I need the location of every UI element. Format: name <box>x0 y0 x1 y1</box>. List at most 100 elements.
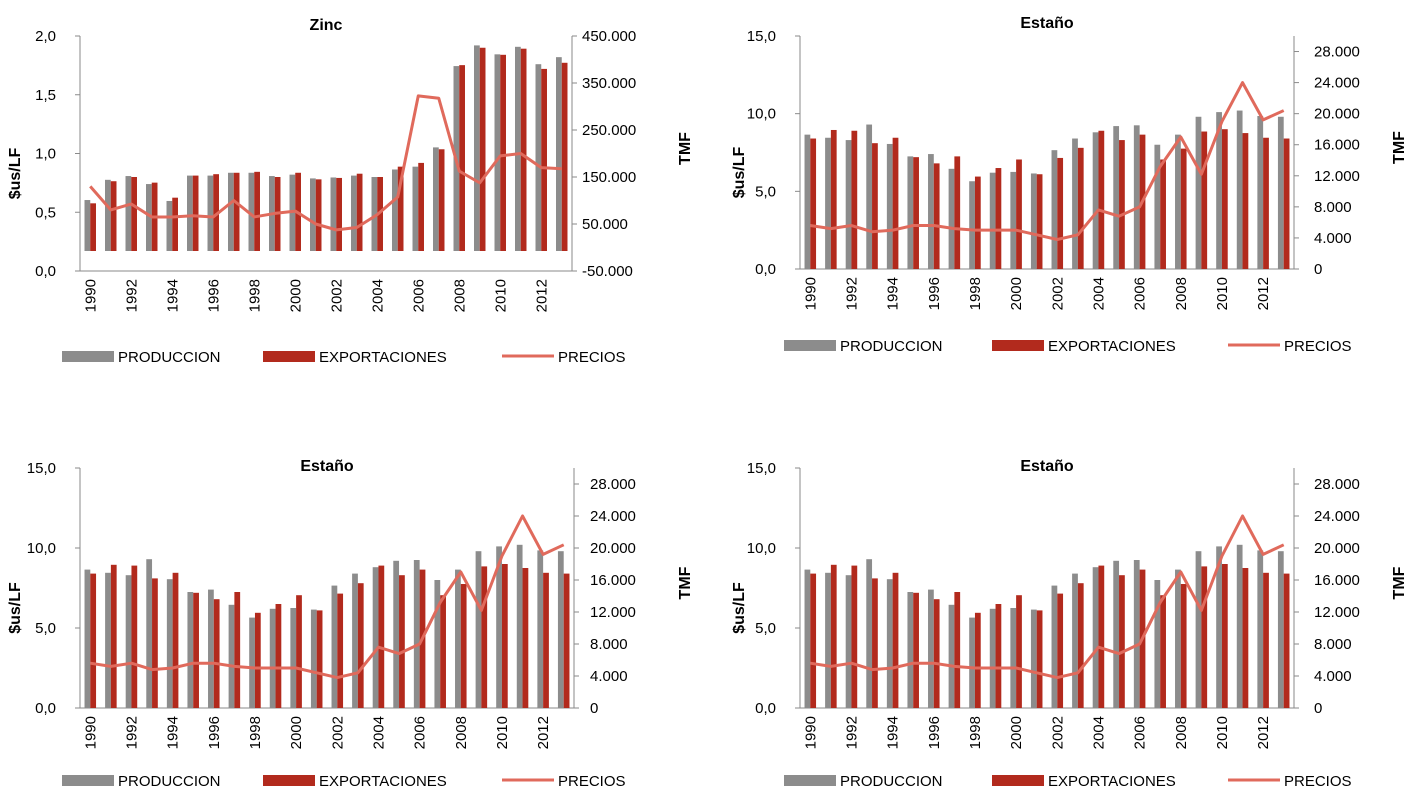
y-tick-label: 10,0 <box>27 540 56 557</box>
bar-exportaciones <box>830 129 837 269</box>
y-tick-label: 15,0 <box>747 460 776 477</box>
bar-exportaciones <box>522 568 529 708</box>
chart-title: Estaño <box>1020 15 1074 32</box>
bar-produccion <box>1195 116 1202 269</box>
y2-tick-label: 8.000 <box>590 636 628 653</box>
bar-exportaciones <box>520 48 527 251</box>
x-tick-label: 1992 <box>843 277 860 310</box>
bar-produccion <box>515 46 521 252</box>
bar-produccion <box>187 592 194 708</box>
bar-exportaciones <box>90 573 97 708</box>
bar-produccion <box>845 575 852 708</box>
y2-tick-label: 12.000 <box>590 604 636 621</box>
bar-produccion <box>393 560 400 708</box>
x-tick-label: 1992 <box>123 716 140 749</box>
x-tick-label: 2004 <box>1090 716 1107 749</box>
legend-swatch <box>784 340 836 351</box>
x-tick-label: 2002 <box>328 279 345 312</box>
chart-title: Estaño <box>1020 458 1074 475</box>
bar-produccion <box>1175 569 1181 708</box>
line-precios <box>89 94 562 232</box>
bar-exportaciones <box>1119 140 1125 269</box>
bar-exportaciones <box>1098 130 1105 269</box>
bar-produccion <box>105 572 111 708</box>
bar-exportaciones <box>830 564 837 708</box>
bar-produccion <box>557 551 564 708</box>
bar-exportaciones <box>1180 584 1187 708</box>
bar-produccion <box>886 143 893 269</box>
legend-swatch <box>62 351 114 362</box>
x-tick-label: 1998 <box>246 279 263 312</box>
bar-exportaciones <box>193 592 199 708</box>
bar-produccion <box>969 617 975 708</box>
y2-tick-label: 150.000 <box>582 169 636 186</box>
bar-exportaciones <box>974 612 981 708</box>
bar-exportaciones <box>810 138 817 269</box>
bar-produccion <box>1030 609 1037 708</box>
bar-exportaciones <box>1201 566 1208 708</box>
bar-exportaciones <box>254 171 260 251</box>
bar-exportaciones <box>357 583 364 708</box>
legend-label: PRECIOS <box>558 349 626 366</box>
y-axis-title: $us/LF <box>731 582 748 634</box>
bar-exportaciones <box>459 65 465 251</box>
x-tick-label: 1990 <box>802 277 819 310</box>
bar-produccion <box>146 184 152 251</box>
legend-label: PRECIOS <box>558 773 626 790</box>
legend-label: EXPORTACIONES <box>1048 338 1176 355</box>
bar-exportaciones <box>1221 564 1228 708</box>
bar-produccion <box>392 169 398 251</box>
y2-tick-label: 24.000 <box>590 508 636 525</box>
bar-exportaciones <box>234 592 241 708</box>
bar-exportaciones <box>954 156 961 269</box>
y2-tick-label: 4.000 <box>1314 668 1352 685</box>
bar-exportaciones <box>110 181 117 251</box>
bar-produccion <box>290 608 297 708</box>
bar-exportaciones <box>316 610 323 708</box>
y2-tick-label: 50.000 <box>582 216 628 233</box>
bar-exportaciones <box>563 573 570 708</box>
bar-produccion <box>372 567 379 708</box>
bar-produccion <box>474 45 480 252</box>
bar-produccion <box>866 124 873 269</box>
chart-svg: 0,0 0,5 1,0 1,5 2,0 -50.000 50.000 150.000 250.0… <box>7 17 694 366</box>
y2-axis-title: TMF <box>1391 131 1408 164</box>
bar-produccion <box>187 175 193 251</box>
x-tick-label: 2004 <box>1090 277 1107 310</box>
chart-svg: 0,0 5,0 10,0 15,0 0 4.000 8.000 12.000 16.000 20.… <box>7 458 694 790</box>
y-tick-label: 10,0 <box>747 106 776 123</box>
x-tick-label: 1994 <box>165 716 182 749</box>
bar-produccion <box>1113 126 1120 270</box>
bar-exportaciones <box>810 573 817 708</box>
bar-exportaciones <box>110 564 117 708</box>
bar-exportaciones <box>541 68 547 252</box>
y2-axis-title: TMF <box>677 132 694 165</box>
bar-exportaciones <box>399 575 405 708</box>
bar-produccion <box>310 609 317 708</box>
y-axis-title: $us/LF <box>7 147 24 199</box>
y-tick-label: 15,0 <box>747 28 776 45</box>
bar-produccion <box>989 608 996 708</box>
bar-produccion <box>413 560 420 708</box>
y2-tick-label: 12.000 <box>1314 604 1360 621</box>
bar-produccion <box>537 550 544 708</box>
legend-label: PRODUCCION <box>840 773 943 790</box>
x-tick-label: 1996 <box>926 277 943 310</box>
bar-exportaciones <box>1283 573 1290 708</box>
line-precios <box>810 81 1285 241</box>
bar-produccion <box>412 166 419 251</box>
y-axis-title: $us/LF <box>731 146 748 198</box>
bar-produccion <box>166 200 173 251</box>
bar-produccion <box>804 569 811 708</box>
y-tick-label: 1,5 <box>35 87 56 104</box>
bar-produccion <box>1010 171 1017 269</box>
y2-tick-label: 4.000 <box>1314 230 1352 247</box>
bar-exportaciones <box>1119 575 1125 708</box>
bar-exportaciones <box>995 168 1002 269</box>
y2-tick-label: 16.000 <box>590 572 636 589</box>
bar-exportaciones <box>131 565 138 708</box>
y2-tick-label: 28.000 <box>1314 476 1360 493</box>
bar-produccion <box>84 569 91 708</box>
bar-produccion <box>866 559 873 708</box>
bar-exportaciones <box>1180 148 1187 269</box>
